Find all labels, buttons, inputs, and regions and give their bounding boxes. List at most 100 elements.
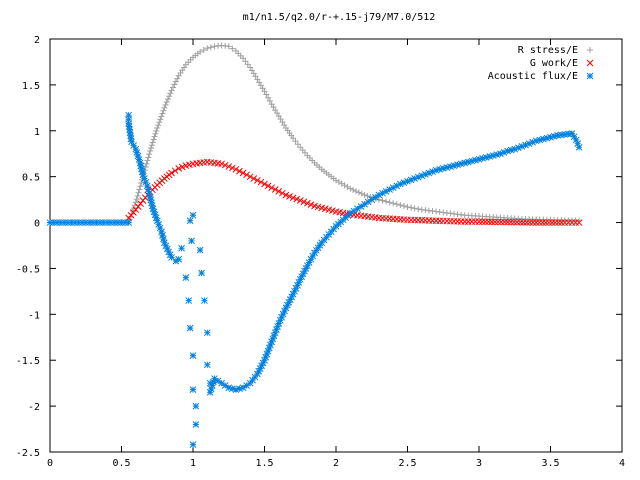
data-point-fill bbox=[526, 219, 534, 226]
data-point-fill bbox=[267, 341, 274, 349]
data-point bbox=[196, 246, 204, 254]
data-point-fill bbox=[250, 175, 258, 182]
x-tick-label: 4 bbox=[619, 458, 625, 469]
data-point-fill bbox=[307, 201, 315, 209]
y-tick-label: -1 bbox=[28, 310, 40, 321]
data-point bbox=[239, 169, 247, 177]
data-point bbox=[189, 441, 197, 449]
data-point-fill bbox=[542, 219, 550, 226]
data-point-fill bbox=[159, 110, 166, 117]
data-point bbox=[346, 210, 354, 217]
data-point-fill bbox=[162, 101, 169, 108]
y-tick-label: 0 bbox=[34, 219, 40, 230]
data-point-fill bbox=[350, 186, 357, 193]
data-point bbox=[425, 169, 433, 177]
data-point-fill bbox=[279, 189, 286, 197]
data-point bbox=[211, 375, 218, 382]
data-point-fill bbox=[478, 218, 486, 226]
data-point-fill bbox=[485, 218, 492, 226]
x-tick-label: 0 bbox=[47, 458, 53, 469]
data-point-fill bbox=[358, 190, 365, 197]
series-layer bbox=[46, 42, 583, 449]
data-point-fill bbox=[257, 178, 265, 186]
data-point bbox=[475, 218, 483, 225]
data-point-fill bbox=[393, 201, 400, 208]
series-3 bbox=[46, 111, 583, 449]
legend-label: R stress/E bbox=[518, 45, 578, 56]
data-point bbox=[161, 104, 168, 111]
x-tick-label: 2.5 bbox=[398, 458, 416, 469]
data-point bbox=[189, 352, 197, 359]
data-point bbox=[253, 176, 261, 184]
data-point bbox=[201, 297, 208, 304]
data-point-fill bbox=[264, 182, 272, 190]
data-point-fill bbox=[143, 160, 150, 167]
y-tick-label: 0.5 bbox=[22, 173, 40, 184]
data-point bbox=[125, 219, 133, 226]
data-point bbox=[198, 269, 205, 277]
data-point-fill bbox=[400, 203, 407, 210]
data-point bbox=[240, 55, 247, 62]
data-point-fill bbox=[266, 97, 273, 104]
data-point bbox=[575, 143, 583, 151]
data-point-fill bbox=[159, 232, 166, 239]
data-point-fill bbox=[545, 219, 553, 226]
legend-label: Acoustic flux/E bbox=[488, 71, 578, 82]
data-point-fill bbox=[228, 164, 236, 172]
data-point-fill bbox=[523, 219, 531, 226]
data-point-fill bbox=[151, 133, 158, 140]
data-point-fill bbox=[414, 173, 422, 181]
data-point bbox=[404, 203, 411, 210]
data-point bbox=[411, 175, 419, 182]
data-point-fill bbox=[516, 218, 524, 226]
data-point bbox=[186, 217, 194, 225]
data-point bbox=[192, 402, 200, 410]
data-point bbox=[175, 255, 183, 263]
data-point-fill bbox=[200, 47, 207, 54]
data-point bbox=[225, 43, 232, 50]
data-point-fill bbox=[501, 218, 508, 226]
data-point-fill bbox=[298, 273, 306, 281]
series-1 bbox=[125, 42, 583, 226]
y-tick-label: 1.5 bbox=[22, 81, 40, 92]
data-point-fill bbox=[570, 133, 578, 141]
data-point-fill bbox=[208, 382, 216, 389]
data-point-fill bbox=[134, 192, 141, 199]
data-point-fill bbox=[408, 204, 415, 211]
data-point bbox=[304, 199, 311, 207]
chart-title: m1/n1.5/q2.0/r-+.15-j79/M7.0/512 bbox=[243, 12, 436, 23]
data-point bbox=[289, 194, 297, 202]
data-point-fill bbox=[536, 219, 543, 226]
data-point bbox=[197, 48, 204, 55]
data-point-fill bbox=[488, 218, 496, 226]
data-point bbox=[175, 165, 183, 172]
data-point-fill bbox=[300, 198, 308, 206]
data-point bbox=[203, 361, 211, 369]
data-point-fill bbox=[353, 188, 360, 195]
data-point bbox=[185, 297, 193, 304]
data-point-fill bbox=[397, 202, 404, 209]
data-point-fill bbox=[221, 161, 229, 169]
data-point-fill bbox=[415, 206, 422, 213]
data-point bbox=[147, 147, 154, 154]
data-point-fill bbox=[383, 198, 390, 205]
data-point bbox=[246, 173, 254, 181]
data-point-fill bbox=[178, 163, 186, 171]
ticks-layer: 0 0.5 1 1.5 2 2.5 3 3.5 4 -2.5 -2 -1.5 -1 -0.5 0 0.5 1 1.… bbox=[16, 35, 625, 469]
data-point-fill bbox=[386, 199, 393, 206]
data-point-fill bbox=[157, 116, 164, 123]
data-point bbox=[532, 219, 540, 226]
data-point bbox=[290, 135, 297, 142]
data-point-fill bbox=[171, 167, 179, 175]
data-point-fill bbox=[172, 78, 179, 85]
data-point-fill bbox=[574, 140, 582, 147]
data-point-fill bbox=[555, 219, 562, 226]
data-point-fill bbox=[155, 122, 162, 129]
data-point-fill bbox=[229, 45, 236, 52]
data-point-fill bbox=[263, 91, 270, 98]
data-point bbox=[192, 421, 200, 428]
y-tick-label: -1.5 bbox=[16, 356, 40, 367]
data-point-fill bbox=[207, 44, 214, 51]
